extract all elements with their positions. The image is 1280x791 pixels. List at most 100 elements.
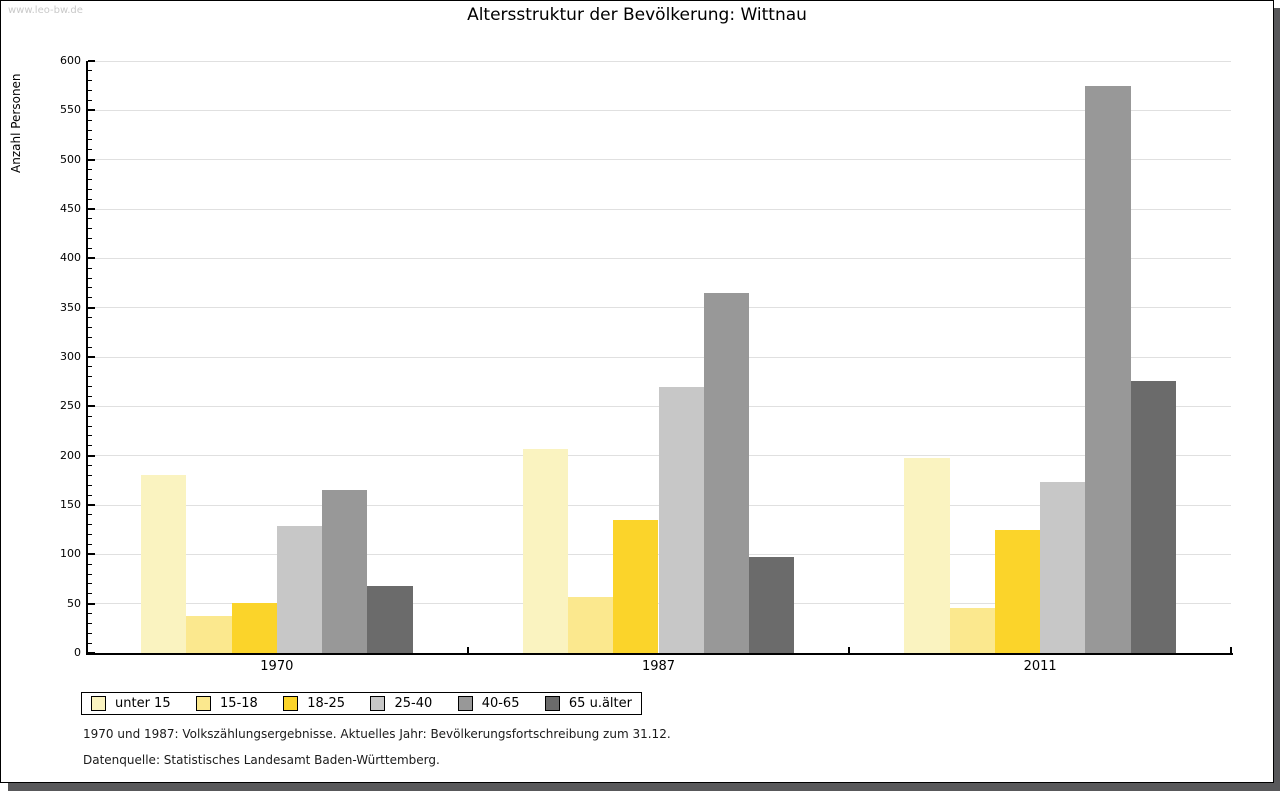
y-minor-tick	[88, 90, 92, 92]
legend-swatch	[283, 696, 299, 711]
y-minor-tick	[88, 287, 92, 289]
bar	[140, 475, 187, 653]
y-tick-label: 300	[60, 350, 81, 363]
bar	[1040, 482, 1086, 653]
legend: unter 15 15-18 18-25 25-40 40-65 65 u.älter	[81, 692, 642, 715]
gridline	[88, 60, 1231, 62]
y-tick	[88, 405, 95, 408]
gridline	[88, 159, 1231, 161]
legend-swatch	[457, 696, 473, 711]
bar	[949, 607, 995, 653]
bar	[994, 529, 1041, 653]
y-tick-label: 50	[67, 596, 81, 610]
legend-label: 15-18	[220, 696, 258, 711]
bar	[567, 596, 614, 653]
y-minor-tick	[88, 70, 92, 72]
bar	[749, 557, 795, 653]
x-tick	[848, 647, 851, 653]
legend-label: unter 15	[115, 696, 171, 711]
y-minor-tick	[88, 563, 92, 565]
y-tick	[88, 109, 95, 112]
y-minor-tick	[88, 415, 92, 417]
watermark: www.leo-bw.de	[8, 5, 83, 16]
bar	[703, 292, 750, 653]
y-minor-tick	[88, 524, 92, 526]
y-tick-label: 200	[60, 448, 81, 462]
bar	[904, 457, 950, 653]
y-tick-label: 550	[60, 103, 81, 117]
card-shadow-right	[1274, 8, 1280, 791]
bar	[613, 519, 659, 653]
y-minor-tick	[88, 218, 92, 220]
y-minor-tick	[88, 445, 92, 447]
y-minor-tick	[88, 366, 92, 368]
x-tick-label: 1987	[641, 659, 676, 674]
bar	[186, 615, 232, 653]
legend-swatch	[196, 696, 212, 711]
y-minor-tick	[88, 188, 92, 190]
y-minor-tick	[88, 346, 92, 348]
y-minor-tick	[88, 573, 92, 575]
y-axis-line	[86, 61, 88, 655]
y-tick	[88, 504, 95, 506]
y-minor-tick	[88, 593, 92, 595]
y-minor-tick	[88, 395, 92, 397]
y-minor-tick	[88, 99, 92, 101]
bar	[1085, 85, 1131, 653]
x-tick	[1230, 647, 1232, 653]
y-minor-tick	[88, 484, 92, 486]
y-minor-tick	[88, 326, 92, 328]
y-minor-tick	[88, 543, 92, 545]
y-tick-label: 100	[60, 547, 81, 561]
gridline	[88, 307, 1231, 309]
y-tick	[88, 306, 95, 309]
y-tick	[88, 553, 95, 556]
y-minor-tick	[88, 613, 92, 615]
bar	[276, 525, 323, 653]
y-tick-label: 450	[60, 202, 81, 215]
gridline	[88, 208, 1231, 210]
y-tick	[88, 454, 95, 457]
y-minor-tick	[88, 534, 92, 536]
legend-item: 65 u.älter	[544, 696, 632, 711]
y-minor-tick	[88, 238, 92, 240]
y-minor-tick	[88, 642, 92, 644]
bar	[522, 448, 568, 653]
y-minor-tick	[88, 474, 92, 476]
y-minor-tick	[88, 80, 92, 82]
y-tick	[88, 158, 95, 161]
y-minor-tick	[88, 228, 92, 230]
x-tick-label: 2011	[1023, 659, 1057, 674]
y-minor-tick	[88, 139, 92, 141]
y-minor-tick	[88, 514, 92, 516]
y-tick	[88, 60, 95, 62]
bar	[231, 602, 277, 653]
x-tick-label: 1970	[260, 659, 294, 674]
legend-swatch	[370, 696, 386, 711]
y-tick-label: 400	[60, 251, 81, 265]
footer-note-1: 1970 und 1987: Volkszählungsergebnisse. …	[83, 727, 671, 741]
y-minor-tick	[88, 267, 92, 269]
y-minor-tick	[88, 297, 92, 299]
legend-item: 25-40	[370, 696, 432, 711]
y-minor-tick	[88, 494, 92, 496]
y-minor-tick	[88, 435, 92, 437]
y-minor-tick	[88, 317, 92, 319]
gridline	[88, 257, 1231, 259]
gridline	[88, 109, 1231, 111]
y-tick	[88, 356, 95, 358]
legend-item: 40-65	[457, 696, 519, 711]
y-minor-tick	[88, 119, 92, 121]
y-tick	[88, 208, 95, 210]
legend-swatch	[91, 696, 106, 711]
card-shadow-bottom	[8, 783, 1280, 791]
y-minor-tick	[88, 336, 92, 338]
bar	[658, 386, 704, 653]
y-tick	[88, 602, 95, 605]
y-minor-tick	[88, 465, 92, 467]
legend-item: 18-25	[283, 696, 345, 711]
y-minor-tick	[88, 425, 92, 427]
y-minor-tick	[88, 178, 92, 180]
y-minor-tick	[88, 129, 92, 131]
